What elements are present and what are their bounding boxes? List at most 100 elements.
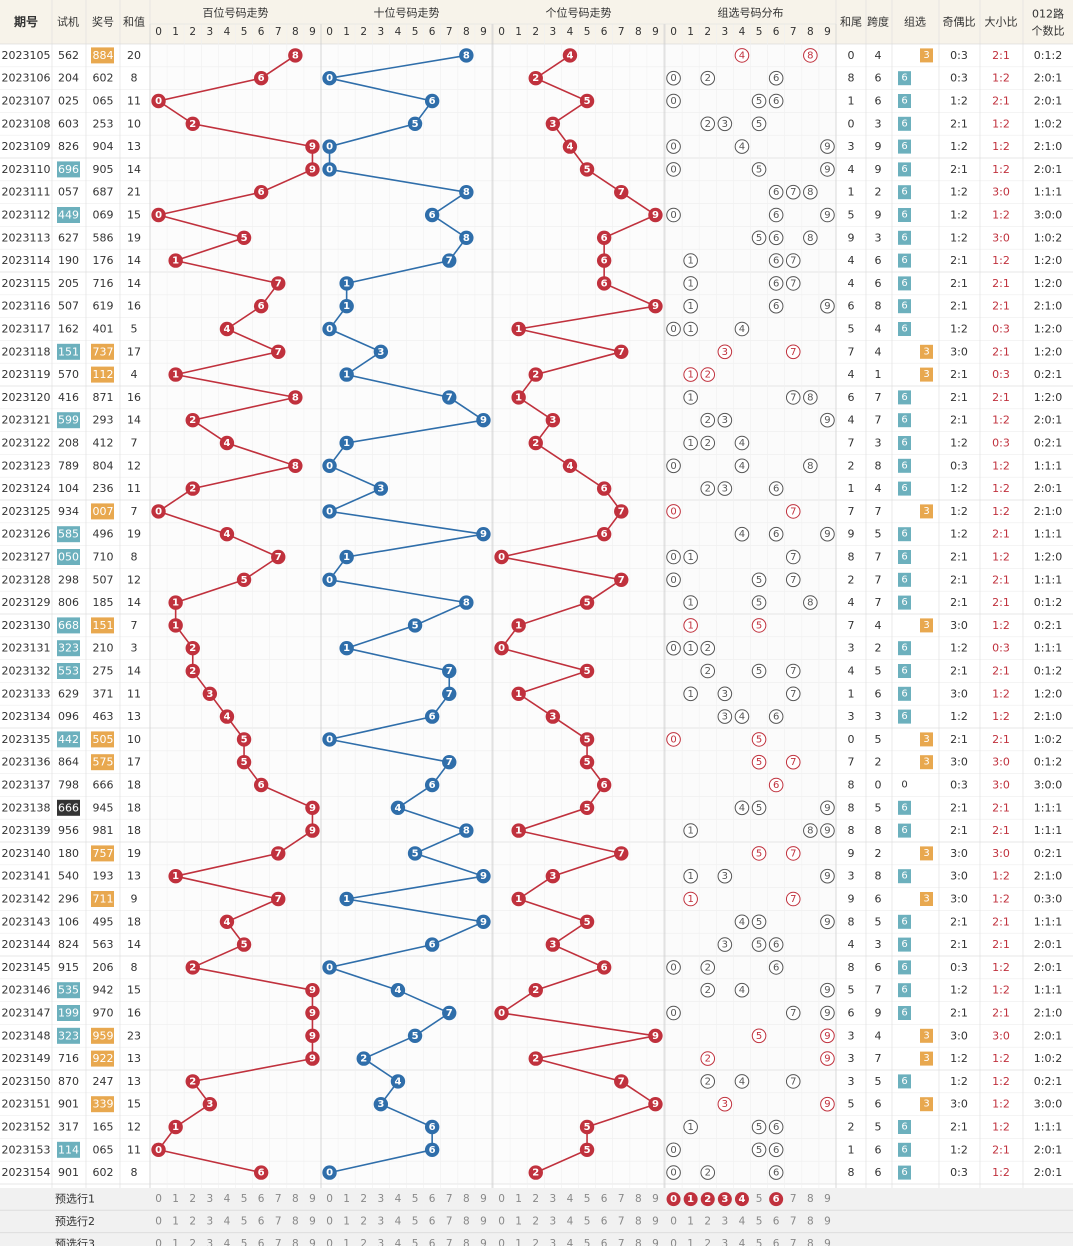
preselect-digit[interactable]: 7	[275, 1215, 282, 1227]
preselect-digit[interactable]: 6	[601, 1215, 608, 1227]
preselect-digit[interactable]: 3	[550, 1193, 557, 1205]
preselect-digit[interactable]: 8	[635, 1215, 642, 1227]
preselect-digit[interactable]: 3	[722, 1238, 729, 1246]
preselect-digit[interactable]: 7	[275, 1238, 282, 1246]
preselect-ball[interactable]	[683, 1192, 698, 1207]
preselect-digit[interactable]: 1	[515, 1193, 522, 1205]
preselect-digit[interactable]: 6	[429, 1238, 436, 1246]
preselect-digit[interactable]: 1	[515, 1215, 522, 1227]
preselect-digit[interactable]: 2	[360, 1215, 367, 1227]
preselect-digit[interactable]: 0	[498, 1193, 505, 1205]
preselect-digit[interactable]: 7	[446, 1193, 453, 1205]
preselect-digit[interactable]: 7	[790, 1193, 797, 1205]
preselect-digit[interactable]: 8	[807, 1238, 814, 1246]
preselect-digit[interactable]: 4	[224, 1193, 231, 1205]
preselect-digit[interactable]: 2	[704, 1238, 711, 1246]
preselect-digit[interactable]: 2	[704, 1215, 711, 1227]
preselect-digit[interactable]: 2	[189, 1238, 196, 1246]
preselect-digit[interactable]: 1	[343, 1193, 350, 1205]
preselect-digit[interactable]: 3	[550, 1238, 557, 1246]
preselect-digit[interactable]: 1	[343, 1238, 350, 1246]
preselect-digit[interactable]: 9	[652, 1238, 659, 1246]
preselect-digit[interactable]: 8	[463, 1193, 470, 1205]
preselect-digit[interactable]: 3	[722, 1215, 729, 1227]
preselect-digit[interactable]: 3	[378, 1193, 385, 1205]
preselect-digit[interactable]: 8	[807, 1215, 814, 1227]
preselect-digit[interactable]: 5	[412, 1193, 419, 1205]
preselect-digit[interactable]: 4	[739, 1215, 746, 1227]
preselect-digit[interactable]: 6	[258, 1215, 265, 1227]
preselect-digit[interactable]: 2	[532, 1238, 539, 1246]
preselect-digit[interactable]: 5	[756, 1193, 763, 1205]
preselect-digit[interactable]: 0	[155, 1193, 162, 1205]
preselect-digit[interactable]: 8	[807, 1193, 814, 1205]
preselect-digit[interactable]: 0	[326, 1215, 333, 1227]
preselect-digit[interactable]: 1	[172, 1215, 179, 1227]
preselect-digit[interactable]: 0	[498, 1238, 505, 1246]
preselect-digit[interactable]: 0	[670, 1194, 677, 1205]
preselect-digit[interactable]: 1	[172, 1193, 179, 1205]
preselect-digit[interactable]: 7	[790, 1238, 797, 1246]
preselect-digit[interactable]: 6	[258, 1238, 265, 1246]
preselect-digit[interactable]: 6	[429, 1193, 436, 1205]
preselect-digit[interactable]: 4	[395, 1215, 402, 1227]
preselect-digit[interactable]: 6	[601, 1193, 608, 1205]
preselect-ball[interactable]	[769, 1192, 784, 1207]
preselect-digit[interactable]: 0	[670, 1215, 677, 1227]
preselect-digit[interactable]: 2	[704, 1194, 711, 1205]
preselect-digit[interactable]: 3	[207, 1215, 214, 1227]
preselect-digit[interactable]: 3	[207, 1238, 214, 1246]
preselect-ball[interactable]	[666, 1192, 681, 1207]
preselect-digit[interactable]: 0	[155, 1238, 162, 1246]
preselect-digit[interactable]: 7	[618, 1193, 625, 1205]
preselect-digit[interactable]: 9	[480, 1193, 487, 1205]
preselect-digit[interactable]: 1	[687, 1215, 694, 1227]
preselect-digit[interactable]: 4	[567, 1193, 574, 1205]
preselect-ball[interactable]	[734, 1192, 749, 1207]
preselect-digit[interactable]: 1	[343, 1215, 350, 1227]
preselect-digit[interactable]: 2	[189, 1193, 196, 1205]
preselect-digit[interactable]: 0	[155, 1215, 162, 1227]
preselect-row[interactable]: 预选行3 0 1 2 3 4 5 6 7 8 9 0 1 2 3 4 5 6 7 8 9 0 1 2 3 4 5 6 7 8 9 0 1 2 3 4 5…	[0, 1237, 1073, 1246]
preselect-digit[interactable]: 6	[773, 1215, 780, 1227]
preselect-digit[interactable]: 8	[292, 1193, 299, 1205]
preselect-digit[interactable]: 2	[532, 1193, 539, 1205]
preselect-digit[interactable]: 4	[395, 1193, 402, 1205]
preselect-digit[interactable]: 3	[207, 1193, 214, 1205]
preselect-digit[interactable]: 7	[618, 1215, 625, 1227]
preselect-digit[interactable]: 9	[824, 1193, 831, 1205]
preselect-digit[interactable]: 3	[378, 1238, 385, 1246]
preselect-digit[interactable]: 9	[480, 1238, 487, 1246]
preselect-digit[interactable]: 1	[687, 1238, 694, 1246]
preselect-digit[interactable]: 4	[224, 1215, 231, 1227]
preselect-digit[interactable]: 7	[618, 1238, 625, 1246]
preselect-row[interactable]: 预选行1 0 1 2 3 4 5 6 7 8 9 0 1 2 3 4 5 6 7 8 9 0 1 2 3 4 5 6 7 8 9 0 1 2 3 4 5…	[0, 1192, 1073, 1211]
preselect-digit[interactable]: 8	[635, 1238, 642, 1246]
preselect-digit[interactable]: 5	[412, 1215, 419, 1227]
preselect-digit[interactable]: 2	[360, 1193, 367, 1205]
preselect-digit[interactable]: 6	[429, 1215, 436, 1227]
preselect-digit[interactable]: 8	[292, 1238, 299, 1246]
preselect-digit[interactable]: 3	[550, 1215, 557, 1227]
preselect-digit[interactable]: 9	[309, 1215, 316, 1227]
preselect-digit[interactable]: 7	[275, 1193, 282, 1205]
preselect-digit[interactable]: 6	[601, 1238, 608, 1246]
preselect-digit[interactable]: 3	[721, 1194, 728, 1205]
preselect-digit[interactable]: 9	[824, 1215, 831, 1227]
preselect-digit[interactable]: 5	[241, 1215, 248, 1227]
preselect-digit[interactable]: 5	[584, 1193, 591, 1205]
preselect-digit[interactable]: 7	[790, 1215, 797, 1227]
preselect-digit[interactable]: 4	[739, 1238, 746, 1246]
preselect-digit[interactable]: 5	[241, 1238, 248, 1246]
preselect-digit[interactable]: 4	[567, 1238, 574, 1246]
preselect-digit[interactable]: 5	[756, 1238, 763, 1246]
preselect-digit[interactable]: 6	[773, 1238, 780, 1246]
preselect-digit[interactable]: 5	[756, 1215, 763, 1227]
preselect-digit[interactable]: 5	[241, 1193, 248, 1205]
preselect-digit[interactable]: 8	[463, 1238, 470, 1246]
preselect-ball[interactable]	[700, 1192, 715, 1207]
preselect-digit[interactable]: 9	[824, 1238, 831, 1246]
preselect-digit[interactable]: 4	[395, 1238, 402, 1246]
preselect-digit[interactable]: 0	[670, 1238, 677, 1246]
preselect-digit[interactable]: 2	[532, 1215, 539, 1227]
